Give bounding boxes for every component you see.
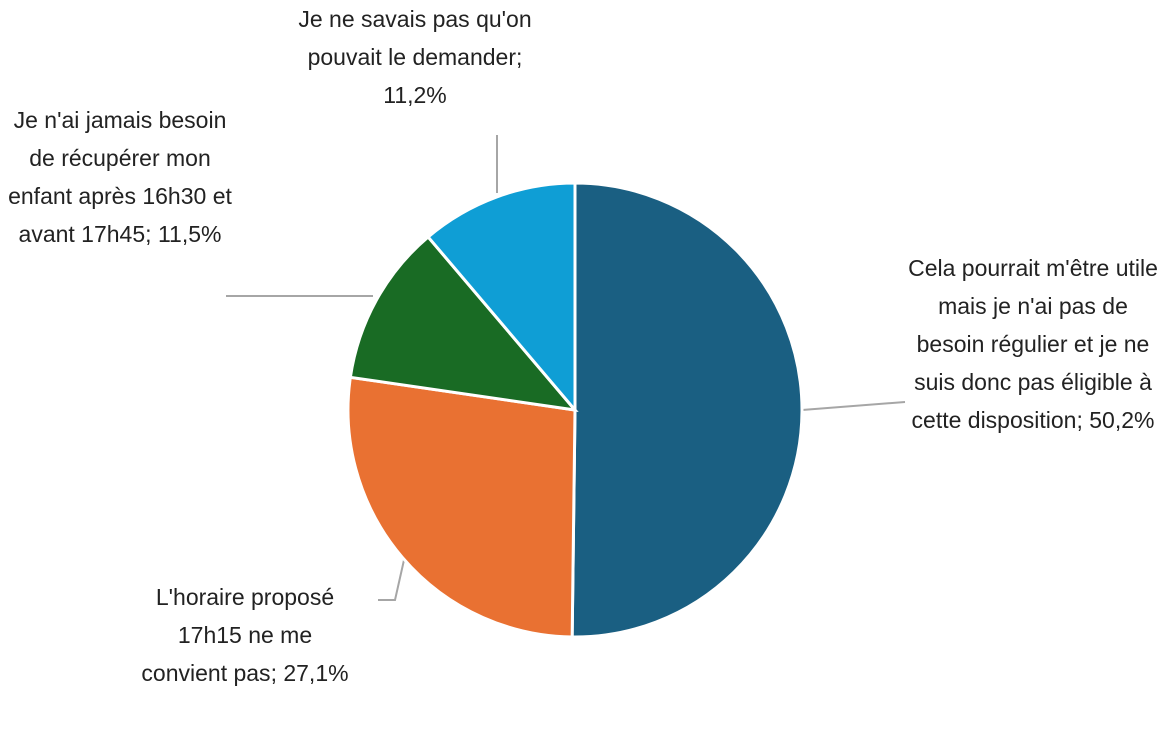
label-category: Je ne savais pas qu'on pouvait le demand… — [298, 6, 532, 70]
label-separator: ; — [516, 44, 523, 70]
pie-slice — [570, 181, 804, 639]
data-label: Je ne savais pas qu'on pouvait le demand… — [280, 0, 550, 114]
label-separator: ; — [145, 221, 152, 247]
pie-slice — [348, 234, 579, 413]
data-label: L'horaire proposé 17h15 ne me convient p… — [138, 578, 353, 692]
label-value: 11,5% — [157, 221, 222, 247]
pie-slice — [346, 375, 577, 639]
data-label: Je n'ai jamais besoin de récupérer mon e… — [8, 101, 233, 253]
label-separator: ; — [270, 660, 277, 686]
leader-line — [378, 559, 405, 601]
data-label: Cela pourrait m'être utile mais je n'ai … — [908, 249, 1158, 439]
label-value: 11,2% — [383, 82, 447, 108]
label-separator: ; — [1076, 407, 1083, 433]
label-value: 50,2% — [1089, 407, 1155, 433]
leader-line — [801, 401, 906, 411]
label-category: Cela pourrait m'être utile mais je n'ai … — [908, 255, 1158, 433]
pie-slice — [426, 181, 577, 415]
label-category: L'horaire proposé 17h15 ne me convient p… — [141, 584, 335, 686]
label-value: 27,1% — [283, 660, 349, 686]
label-category: Je n'ai jamais besoin de récupérer mon e… — [8, 107, 232, 247]
